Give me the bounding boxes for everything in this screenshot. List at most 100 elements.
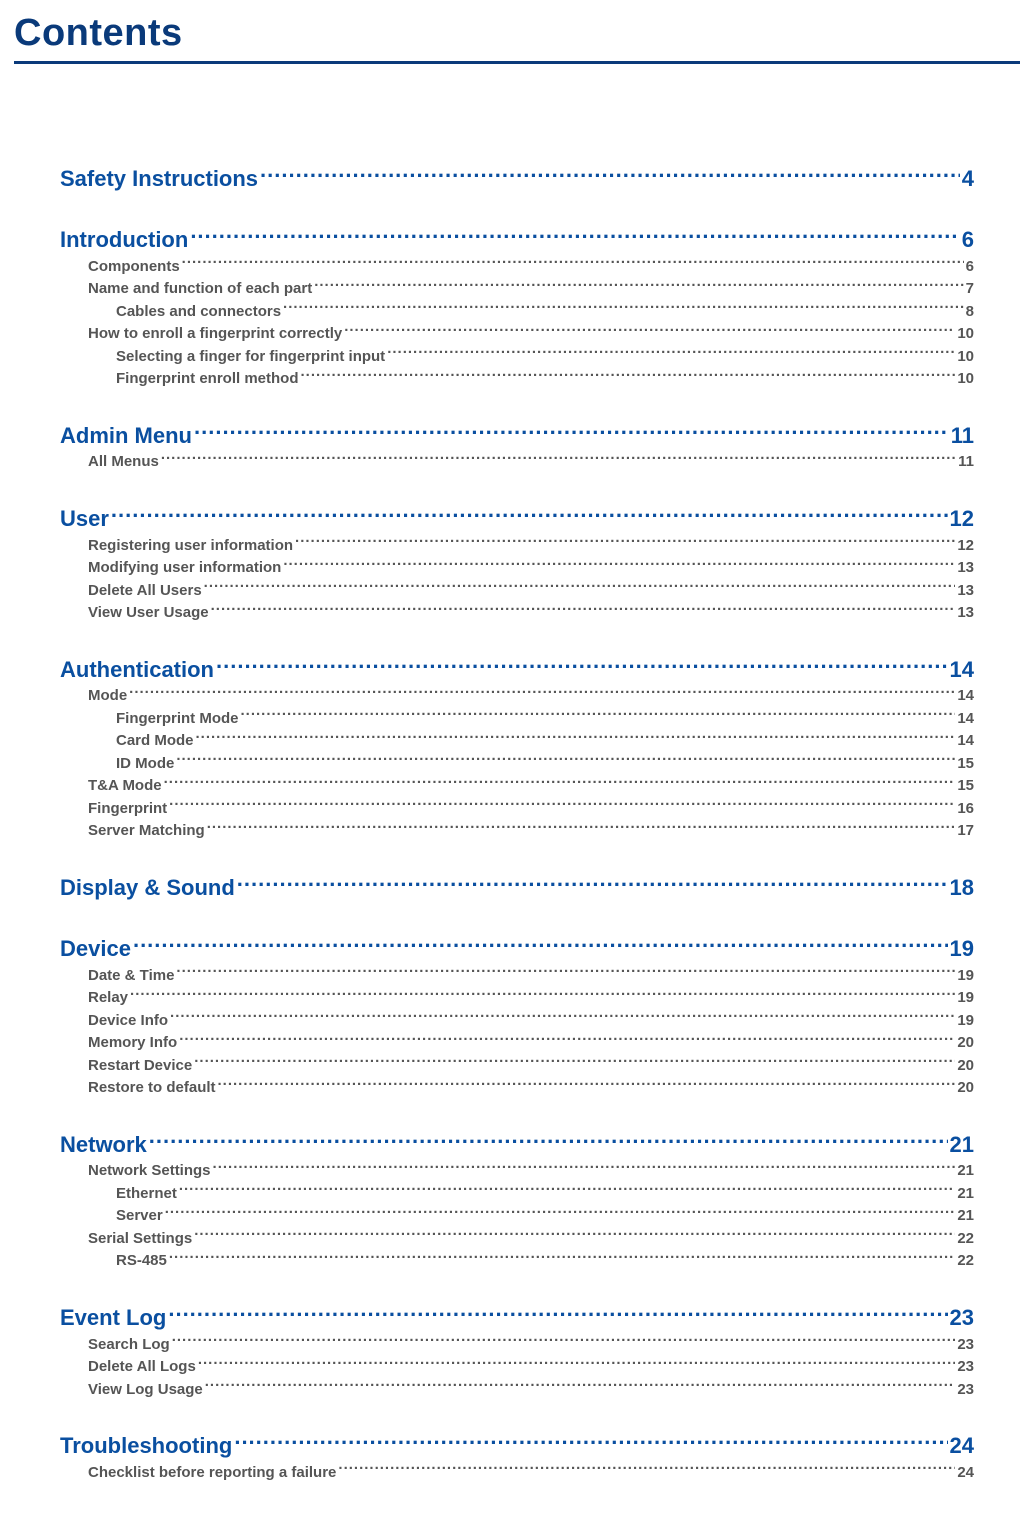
toc-entry[interactable]: Name and function of each part7 (88, 278, 974, 301)
toc-entry-title: Restart Device (88, 1055, 192, 1078)
toc-leader-dots (204, 580, 956, 595)
toc-leader-dots (237, 873, 948, 895)
toc-section-heading[interactable]: Authentication14 (60, 655, 974, 686)
toc-entry-title: Delete All Users (88, 580, 202, 603)
toc-section-title: Troubleshooting (60, 1431, 232, 1462)
toc-entry[interactable]: Selecting a finger for fingerprint input… (116, 346, 974, 369)
toc-entry-title: Fingerprint enroll method (116, 368, 299, 391)
toc-entry-title: Ethernet (116, 1183, 177, 1206)
toc-entry-page: 13 (957, 580, 974, 603)
toc-section-heading[interactable]: Event Log23 (60, 1303, 974, 1334)
toc-entry-title: Checklist before reporting a failure (88, 1462, 336, 1485)
toc-leader-dots (149, 1130, 948, 1152)
toc-leader-dots (130, 987, 955, 1002)
toc-entry[interactable]: View User Usage 13 (88, 602, 974, 625)
toc-leader-dots (176, 753, 955, 768)
toc-entry[interactable]: Date & Time19 (88, 965, 974, 988)
toc-leader-dots (168, 1303, 947, 1325)
toc-entry[interactable]: View Log Usage 23 (88, 1379, 974, 1402)
toc-entry[interactable]: Search Log23 (88, 1334, 974, 1357)
toc-entry[interactable]: Modifying user information 13 (88, 557, 974, 580)
toc-leader-dots (241, 708, 956, 723)
toc-section-heading[interactable]: Display & Sound18 (60, 873, 974, 904)
toc-section-title: Safety Instructions (60, 164, 258, 195)
toc-entry-page: 21 (957, 1183, 974, 1206)
toc-leader-dots (198, 1356, 956, 1371)
toc-entry[interactable]: Components6 (88, 256, 974, 279)
toc-entry[interactable]: Restart Device20 (88, 1055, 974, 1078)
table-of-contents: Safety Instructions4 Introduction6Compone… (0, 64, 1034, 1484)
toc-section-title: Device (60, 934, 131, 965)
toc-entry[interactable]: Network Settings21 (88, 1160, 974, 1183)
toc-entry[interactable]: Fingerprint Mode14 (116, 708, 974, 731)
toc-entry[interactable]: Card Mode 14 (116, 730, 974, 753)
toc-entry-title: View Log Usage (88, 1379, 203, 1402)
toc-entry-page: 24 (957, 1462, 974, 1485)
toc-entry-page: 13 (957, 602, 974, 625)
toc-entry[interactable]: Restore to default20 (88, 1077, 974, 1100)
toc-entry-page: 22 (957, 1250, 974, 1273)
toc-entry[interactable]: All Menus11 (88, 451, 974, 474)
toc-entry-page: 11 (958, 451, 974, 474)
toc-section-heading[interactable]: Introduction6 (60, 225, 974, 256)
toc-entry-page: 23 (957, 1334, 974, 1357)
toc-section-heading[interactable]: Safety Instructions4 (60, 164, 974, 195)
toc-leader-dots (182, 256, 964, 271)
toc-entry[interactable]: Cables and connectors8 (116, 301, 974, 324)
toc-entry[interactable]: Relay19 (88, 987, 974, 1010)
page-header: Contents (0, 0, 1034, 64)
toc-entry-title: Mode (88, 685, 127, 708)
toc-entry-page: 14 (957, 708, 974, 731)
toc-entry[interactable]: Memory Info20 (88, 1032, 974, 1055)
toc-section-heading[interactable]: Device 19 (60, 934, 974, 965)
toc-entry[interactable]: Mode14 (88, 685, 974, 708)
toc-entry-title: Modifying user information (88, 557, 281, 580)
toc-entry[interactable]: RS-48522 (116, 1250, 974, 1273)
toc-leader-dots (179, 1032, 955, 1047)
toc-entry[interactable]: Ethernet 21 (116, 1183, 974, 1206)
toc-entry-page: 19 (957, 965, 974, 988)
toc-entry[interactable]: Registering user information12 (88, 535, 974, 558)
toc-entry[interactable]: Delete All Users 13 (88, 580, 974, 603)
toc-entry-title: View User Usage (88, 602, 209, 625)
toc-entry[interactable]: Serial Settings22 (88, 1228, 974, 1251)
toc-leader-dots (176, 965, 955, 980)
toc-entry[interactable]: Fingerprint enroll method10 (116, 368, 974, 391)
toc-entry[interactable]: Checklist before reporting a failure 24 (88, 1462, 974, 1485)
toc-entry[interactable]: How to enroll a fingerprint correctly10 (88, 323, 974, 346)
toc-entry-title: Card Mode (116, 730, 194, 753)
toc-leader-dots (111, 504, 948, 526)
toc-leader-dots (172, 1334, 956, 1349)
toc-section-page: 23 (950, 1303, 974, 1334)
toc-leader-dots (170, 1010, 955, 1025)
toc-leader-dots (161, 451, 956, 466)
toc-entry-page: 10 (957, 346, 974, 369)
toc-entry-page: 13 (957, 557, 974, 580)
toc-entry[interactable]: ID Mode15 (116, 753, 974, 776)
toc-section-heading[interactable]: Troubleshooting 24 (60, 1431, 974, 1462)
toc-entry-page: 23 (957, 1379, 974, 1402)
toc-entry[interactable]: T&A Mode15 (88, 775, 974, 798)
page-title: Contents (14, 12, 1020, 55)
toc-entry[interactable]: Server Matching17 (88, 820, 974, 843)
toc-entry[interactable]: Fingerprint16 (88, 798, 974, 821)
toc-section-heading[interactable]: User12 (60, 504, 974, 535)
toc-entry-title: Components (88, 256, 180, 279)
toc-leader-dots (207, 820, 956, 835)
toc-section-page: 24 (950, 1431, 974, 1462)
toc-entry-page: 14 (957, 730, 974, 753)
toc-section-heading[interactable]: Admin Menu11 (60, 421, 974, 452)
toc-section-page: 19 (950, 934, 974, 965)
toc-entry[interactable]: Device Info19 (88, 1010, 974, 1033)
toc-section-title: Authentication (60, 655, 214, 686)
toc-section-page: 11 (951, 421, 974, 452)
toc-entry-title: Name and function of each part (88, 278, 312, 301)
toc-entry[interactable]: Server21 (116, 1205, 974, 1228)
toc-entry-title: How to enroll a fingerprint correctly (88, 323, 342, 346)
toc-section-heading[interactable]: Network21 (60, 1130, 974, 1161)
toc-entry-page: 15 (957, 753, 974, 776)
toc-section-title: Network (60, 1130, 147, 1161)
toc-leader-dots (194, 1228, 955, 1243)
toc-entry[interactable]: Delete All Logs23 (88, 1356, 974, 1379)
toc-entry-title: Delete All Logs (88, 1356, 196, 1379)
